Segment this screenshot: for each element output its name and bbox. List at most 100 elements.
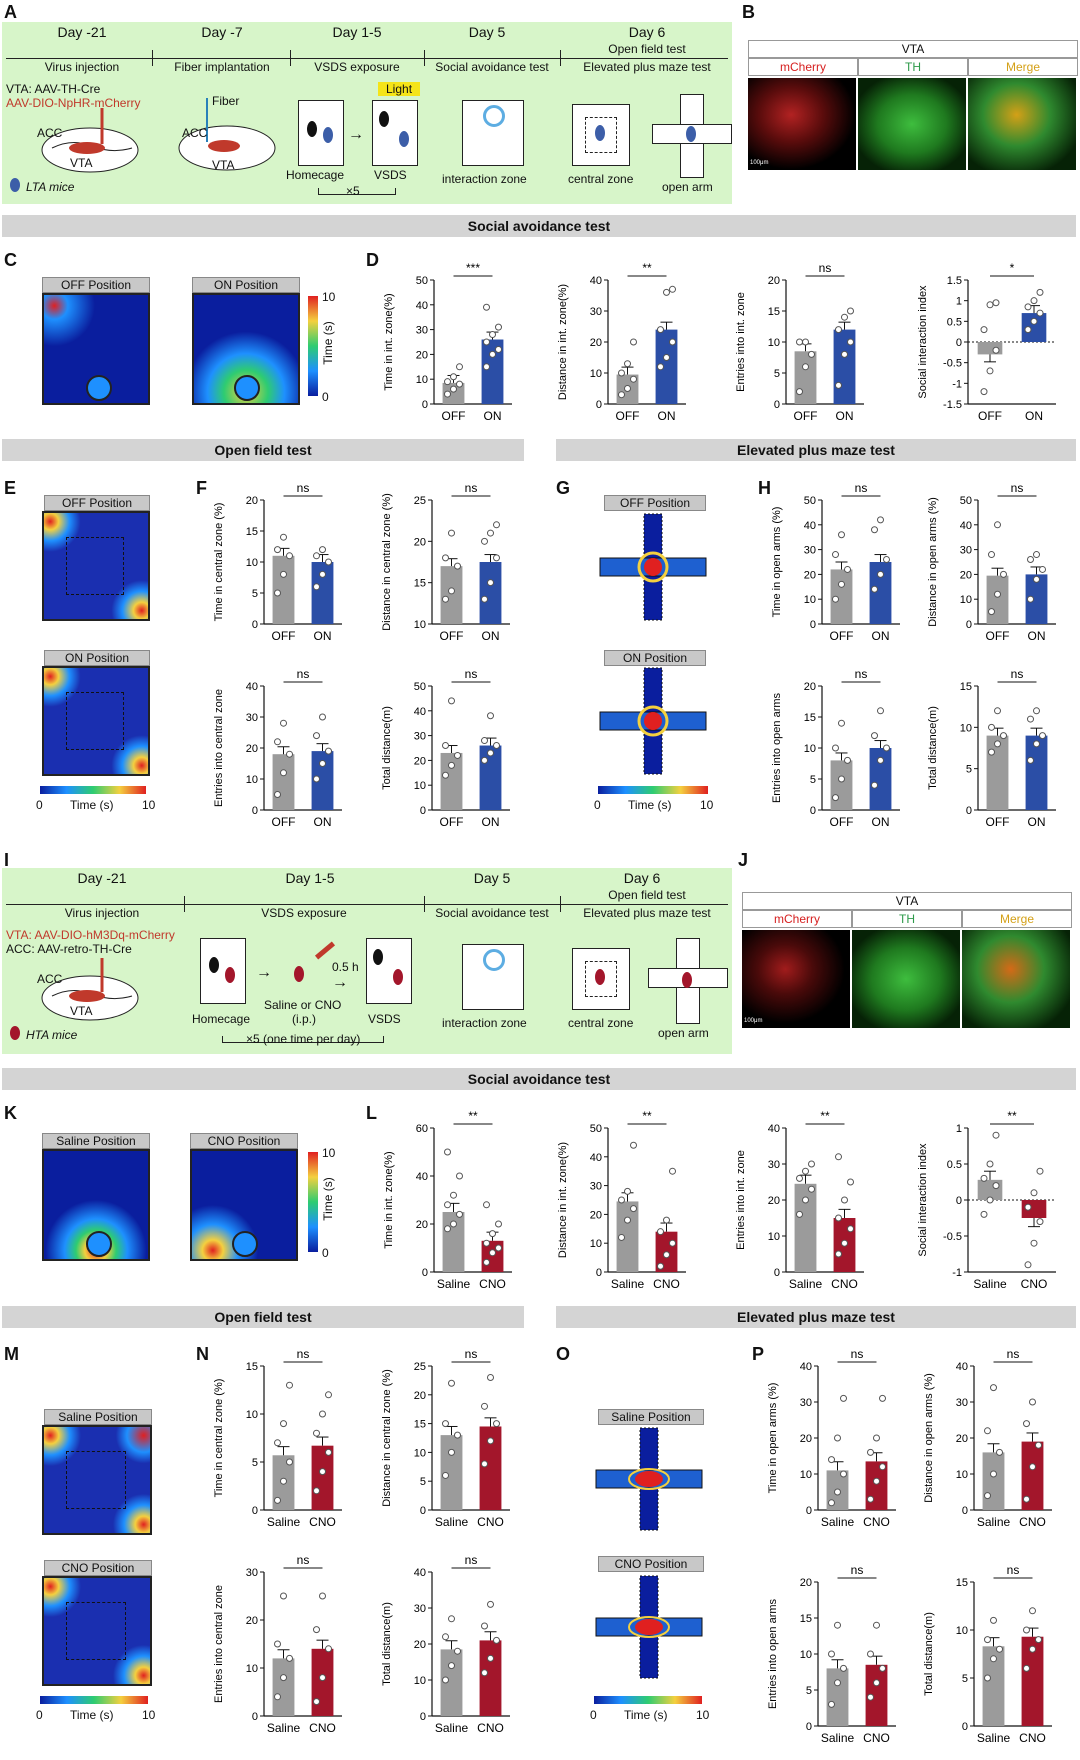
data-point: [871, 781, 878, 789]
y-tick-label: 0: [956, 1195, 962, 1207]
data-point: [618, 391, 625, 399]
fiber-label: Fiber: [212, 94, 240, 108]
y-tick-label: 0: [962, 1505, 968, 1517]
data-point: [663, 1251, 670, 1259]
heatmap-on: [42, 666, 150, 776]
y-tick-label: 1: [956, 296, 962, 308]
data-point: [442, 742, 449, 750]
data-point: [832, 744, 839, 752]
timeline-i-box: Day -21 Day 1-5 Day 5 Day 6 Virus inject…: [2, 868, 732, 1054]
y-tick-label: 5: [806, 1685, 812, 1697]
bar: [311, 751, 334, 810]
x-tick-label: ON: [1028, 629, 1046, 643]
data-point: [802, 1196, 809, 1204]
data-point: [286, 1381, 293, 1389]
y-tick-label: 0: [252, 1505, 258, 1517]
data-point: [450, 1191, 457, 1199]
bar: [440, 566, 463, 624]
data-point: [444, 390, 451, 398]
data-point: [840, 1394, 847, 1402]
data-point: [280, 533, 287, 541]
data-point: [1027, 756, 1034, 764]
y-tick-label: 40: [800, 1361, 812, 1373]
chart-f3: Entries into central zone 0 10 20 30 40 OFF ON n…: [213, 667, 342, 829]
colorbar-tick: 0: [590, 1708, 597, 1722]
data-point: [493, 521, 500, 529]
y-tick-label: 20: [246, 743, 258, 755]
y-tick-label: 40: [768, 1123, 780, 1135]
section-title: Elevated plus maze test: [556, 1306, 1076, 1328]
data-point: [618, 1196, 625, 1204]
data-point: [828, 1650, 835, 1658]
data-point: [838, 775, 845, 783]
data-point: [483, 1258, 490, 1266]
colorbar-label: Time (s): [320, 1177, 335, 1221]
colorbar-label: Time (s): [628, 798, 672, 812]
sig-label: ***: [466, 261, 480, 275]
chart-l3: Entries into int. zone 0 10 20 30 40 Saline CNO…: [735, 1109, 864, 1291]
panel-label-m: M: [4, 1344, 19, 1364]
colorbar-tick: 10: [142, 1708, 156, 1722]
y-tick-label: 30: [960, 545, 972, 557]
mouse-icon: [373, 949, 383, 965]
x-tick-label: ON: [872, 629, 890, 643]
y-tick-label: 50: [804, 495, 816, 507]
data-point: [483, 1239, 490, 1247]
data-point: [454, 1647, 461, 1655]
y-tick-label: 0: [420, 1711, 426, 1723]
y-tick-label: 20: [590, 1209, 602, 1221]
y-tick-label: 50: [414, 681, 426, 693]
vsds-arena: [372, 100, 418, 166]
data-point: [450, 1220, 457, 1228]
data-point: [657, 363, 664, 371]
data-point: [495, 345, 502, 353]
data-point: [828, 1700, 835, 1708]
y-tick-label: 0: [252, 805, 258, 817]
panel-label-i: I: [4, 850, 10, 870]
colorbar-tick: 10: [696, 1708, 710, 1722]
y-tick-label: 0: [252, 1711, 258, 1723]
data-point: [481, 1460, 488, 1468]
y-tick-label: 15: [414, 578, 426, 590]
data-point: [844, 756, 851, 764]
panel-label-a: A: [4, 2, 17, 22]
y-tick-label: 5: [962, 1673, 968, 1685]
sig-label: ns: [465, 1347, 478, 1361]
timeline-tick: [424, 896, 425, 912]
y-tick-label: 20: [416, 349, 428, 361]
colorbar-tick: 0: [594, 798, 601, 812]
y-tick-label: 0: [774, 399, 780, 411]
th-label: TH: [858, 58, 968, 76]
sig-label: ns: [465, 481, 478, 495]
data-point: [280, 1420, 287, 1428]
acc-label: ACC: [182, 126, 208, 140]
data-point: [442, 595, 449, 603]
y-tick-label: 20: [246, 1615, 258, 1627]
arrow-icon: →: [332, 974, 348, 991]
data-point: [840, 1664, 847, 1672]
data-point: [992, 346, 1000, 354]
sig-label: ns: [465, 667, 478, 681]
x-tick-label: ON: [1028, 815, 1046, 829]
data-point: [828, 1499, 835, 1507]
colorbar-label: Time (s): [320, 321, 335, 365]
y-tick-label: 40: [956, 1361, 968, 1373]
data-point: [1023, 1420, 1030, 1428]
y-axis-label: Time in int. zone(%): [383, 1151, 395, 1248]
data-point: [996, 1448, 1003, 1456]
data-point: [988, 748, 995, 756]
data-point: [1024, 326, 1032, 334]
bar: [982, 1452, 1005, 1510]
data-point: [495, 1244, 502, 1252]
y-tick-label: 0: [810, 619, 816, 631]
data-point: [986, 367, 994, 375]
panel-label-h: H: [758, 478, 771, 498]
y-tick-label: 10: [590, 368, 602, 380]
data-point: [802, 363, 809, 371]
bar: [1025, 735, 1048, 810]
data-point: [992, 299, 1000, 307]
data-point: [444, 1225, 451, 1233]
y-tick-label: 30: [800, 1397, 812, 1409]
data-point: [448, 529, 455, 537]
sig-label: ns: [819, 261, 832, 275]
